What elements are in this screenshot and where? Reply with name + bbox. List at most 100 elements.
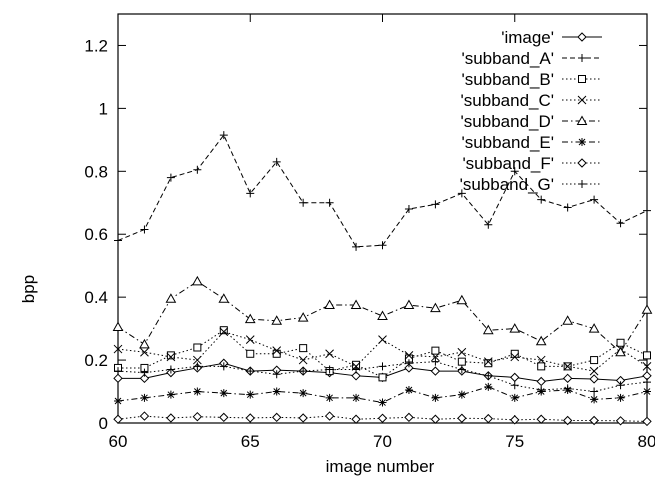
data-point [325, 365, 334, 374]
data-point [510, 372, 520, 383]
x-tick-label: 70 [373, 432, 392, 451]
data-point [297, 312, 309, 322]
legend-item: 'subband_D' [461, 112, 602, 131]
data-point [563, 384, 572, 393]
legend-label: 'subband_C' [461, 91, 554, 110]
data-point [325, 393, 334, 402]
data-point [113, 373, 123, 384]
data-point [140, 347, 149, 357]
data-point [139, 338, 150, 349]
data-point [404, 412, 414, 423]
data-point [404, 363, 414, 373]
data-point [510, 381, 519, 390]
data-point [324, 411, 335, 421]
data-point [272, 387, 281, 396]
data-point [590, 387, 599, 396]
data-point [378, 398, 387, 407]
legend-label: 'image' [501, 28, 554, 47]
y-tick-label: 0 [99, 414, 108, 433]
data-point [352, 365, 361, 374]
data-point [563, 362, 573, 371]
data-point [484, 371, 493, 380]
data-point [352, 242, 361, 251]
data-point [562, 315, 574, 325]
series-line [117, 134, 648, 248]
data-point [298, 355, 308, 365]
x-tick-label: 80 [638, 432, 655, 451]
data-point [325, 198, 334, 207]
data-point [219, 412, 229, 423]
series-7 [114, 357, 651, 396]
data-point [219, 326, 228, 335]
data-point [563, 203, 572, 212]
series-6 [113, 411, 652, 427]
legend-marker [578, 75, 586, 83]
legend-marker [577, 95, 587, 105]
y-tick-label: 0.4 [84, 288, 108, 307]
series-5 [114, 382, 651, 407]
data-point [590, 195, 599, 204]
y-tick-label: 0.6 [84, 225, 108, 244]
data-point [589, 366, 599, 376]
data-point [616, 381, 625, 390]
data-point [165, 293, 177, 303]
data-point [351, 371, 361, 381]
data-point [431, 352, 440, 362]
series-line [117, 361, 648, 393]
data-point [431, 357, 440, 366]
data-point [299, 198, 308, 207]
data-point [350, 299, 362, 310]
data-point [271, 412, 282, 423]
data-point [590, 395, 599, 404]
data-point [588, 323, 600, 333]
data-point [404, 385, 413, 394]
data-point [430, 414, 441, 424]
data-point [457, 347, 467, 357]
legend-label: 'subband_B' [461, 70, 554, 89]
data-point [430, 366, 441, 376]
data-point [193, 362, 202, 371]
data-point [377, 310, 388, 321]
data-point [509, 323, 521, 333]
legend-label: 'subband_F' [462, 154, 554, 173]
data-point [457, 357, 466, 366]
data-point [271, 315, 283, 325]
data-point [246, 349, 255, 358]
data-point [615, 416, 626, 426]
data-point [483, 357, 493, 367]
legend-item: 'subband_C' [461, 91, 602, 110]
data-point [139, 411, 150, 421]
data-point [218, 293, 230, 303]
data-point [139, 373, 150, 384]
data-point [484, 359, 493, 368]
data-point [510, 167, 519, 176]
data-point [510, 352, 520, 362]
data-point [140, 225, 149, 234]
legend-item: 'subband_E' [461, 133, 602, 152]
legend-item: 'subband_G' [460, 175, 602, 194]
data-point [140, 393, 149, 402]
legend-marker [576, 115, 588, 125]
data-point [272, 370, 281, 379]
data-point [299, 344, 308, 353]
data-point [616, 219, 625, 228]
data-point [325, 349, 334, 359]
data-point [378, 335, 387, 344]
data-point [246, 189, 255, 198]
data-point [299, 367, 308, 376]
data-point [193, 387, 202, 396]
data-point [112, 321, 124, 332]
data-point [166, 351, 175, 360]
data-point [643, 351, 651, 360]
legend-label: 'subband_E' [461, 133, 554, 152]
y-tick-label: 1 [99, 99, 108, 118]
data-point [352, 393, 361, 402]
data-point [642, 362, 652, 371]
data-point [589, 415, 599, 426]
data-point [537, 385, 546, 394]
data-point [535, 335, 547, 346]
data-point [324, 299, 335, 310]
data-point [484, 220, 493, 229]
data-point [457, 189, 466, 198]
